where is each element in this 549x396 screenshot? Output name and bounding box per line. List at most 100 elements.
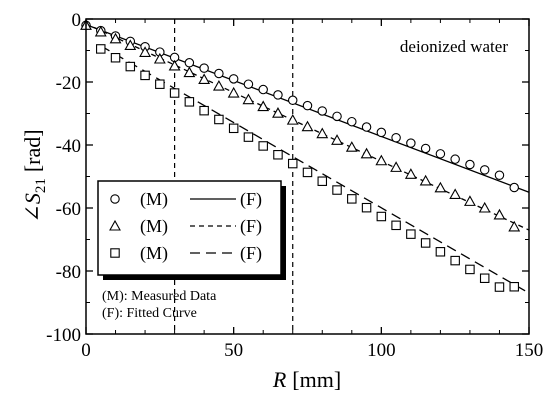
- legend-box: [97, 180, 282, 276]
- data-point-s1-13: [272, 107, 284, 118]
- legend-marker-1: [109, 219, 121, 231]
- data-point-s0-28: [494, 170, 505, 180]
- data-point-s1-5: [153, 52, 166, 64]
- legend-note-measured: (M): Measured Data: [102, 289, 217, 304]
- x-tick-label-0: 0: [81, 340, 91, 361]
- y-tick-label-0: 0: [72, 10, 82, 31]
- data-point-s1-28: [493, 208, 506, 220]
- data-point-s1-29: [508, 220, 521, 232]
- data-point-s2-23: [435, 247, 446, 257]
- data-point-s0-29: [509, 182, 519, 193]
- y-tick-label-4: -80: [56, 262, 81, 283]
- data-point-s1-10: [227, 86, 240, 98]
- data-point-s0-21: [391, 133, 401, 143]
- data-point-s1-16: [316, 127, 329, 139]
- data-point-s2-13: [287, 158, 298, 169]
- data-point-s0-19: [361, 122, 372, 132]
- data-point-s1-7: [183, 66, 196, 78]
- data-point-s1-26: [463, 195, 476, 206]
- y-axis-symbol: ∠S: [20, 193, 45, 222]
- data-point-s2-2: [125, 61, 136, 72]
- data-point-s1-18: [345, 141, 358, 152]
- data-point-s0-20: [376, 127, 387, 138]
- legend-line-label-0: (F): [240, 189, 262, 210]
- data-point-s0-23: [420, 143, 431, 154]
- data-point-s0-14: [287, 95, 298, 106]
- data-point-s2-1: [110, 52, 121, 63]
- data-point-s1-1: [94, 25, 107, 37]
- data-point-s1-9: [212, 79, 225, 91]
- y-axis-unit: [rad]: [20, 129, 45, 172]
- data-point-s0-10: [228, 74, 239, 84]
- data-point-s2-9: [228, 123, 239, 134]
- data-point-s1-15: [301, 120, 314, 132]
- data-point-s2-11: [258, 141, 268, 151]
- legend-line-label-1: (F): [240, 216, 262, 237]
- y-axis-title: ∠S21 [rad]: [20, 129, 49, 222]
- legend-note-fitted: (F): Fitted Curve: [102, 306, 197, 321]
- legend-marker-label-2: (M): [140, 243, 168, 264]
- data-point-s2-22: [420, 238, 431, 248]
- x-axis-unit: [mm]: [292, 367, 341, 392]
- data-point-s1-22: [404, 168, 417, 179]
- data-point-s2-20: [391, 220, 401, 231]
- data-point-s0-25: [450, 154, 460, 164]
- data-point-s2-14: [302, 167, 313, 178]
- fit-line-2: [100, 45, 530, 294]
- data-point-s0-22: [406, 138, 416, 148]
- data-point-s1-4: [139, 46, 152, 57]
- data-point-s0-8: [199, 63, 209, 73]
- data-point-s2-6: [184, 97, 195, 107]
- data-point-s2-0: [96, 44, 106, 54]
- data-point-s2-28: [509, 281, 519, 292]
- legend-marker-2: [110, 248, 120, 258]
- data-point-s0-18: [347, 116, 357, 127]
- data-point-s0-12: [258, 84, 268, 95]
- x-axis-variable: R: [272, 367, 287, 392]
- reference-lines: [174, 19, 294, 334]
- data-point-s0-7: [184, 58, 195, 68]
- data-point-s2-15: [317, 176, 328, 186]
- data-point-s2-4: [155, 79, 165, 89]
- data-point-s2-25: [465, 264, 475, 275]
- axis-ticks: 0 50 100 150 0 -20 -40 -60 -80 -100: [46, 10, 543, 361]
- x-tick-label-3: 150: [515, 340, 544, 361]
- data-point-s0-9: [214, 68, 224, 79]
- data-point-s0-24: [435, 149, 446, 159]
- data-point-s1-17: [331, 134, 343, 145]
- x-axis-title: R [mm]: [272, 367, 341, 392]
- x-tick-label-1: 50: [224, 340, 243, 361]
- annotation-label: deionized water: [400, 37, 508, 56]
- data-point-s1-3: [124, 39, 137, 51]
- data-point-s2-10: [243, 132, 254, 142]
- data-point-s2-19: [376, 211, 387, 222]
- data-point-s1-6: [168, 59, 181, 71]
- legend-items: (M) (F) (M) (F) (M) (F): [109, 189, 262, 264]
- data-point-s2-7: [199, 105, 209, 116]
- data-point-s1-23: [419, 174, 432, 186]
- data-point-s0-11: [243, 79, 254, 89]
- data-point-s0-13: [273, 90, 283, 100]
- data-point-s0-17: [332, 111, 342, 122]
- data-point-s2-3: [140, 70, 150, 81]
- data-point-s1-20: [375, 154, 388, 166]
- data-point-s2-27: [494, 282, 505, 292]
- legend: (M) (F) (M) (F) (M) (F): [97, 180, 286, 280]
- data-point-s0-16: [317, 106, 328, 116]
- legend-marker-label-0: (M): [140, 189, 168, 210]
- data-point-s1-24: [434, 181, 447, 193]
- data-point-s2-5: [169, 88, 180, 98]
- legend-line-label-2: (F): [240, 243, 262, 264]
- y-tick-label-3: -60: [56, 199, 81, 220]
- x-tick-label-2: 100: [367, 340, 396, 361]
- y-tick-label-1: -20: [56, 73, 81, 94]
- data-point-s2-12: [273, 150, 283, 160]
- data-point-s1-21: [390, 161, 403, 172]
- data-point-s2-26: [479, 273, 490, 283]
- data-point-s1-11: [242, 93, 255, 105]
- data-point-s1-14: [286, 113, 299, 125]
- y-tick-label-5: -100: [46, 325, 81, 346]
- legend-marker-0: [110, 194, 120, 204]
- data-point-s1-19: [360, 147, 373, 159]
